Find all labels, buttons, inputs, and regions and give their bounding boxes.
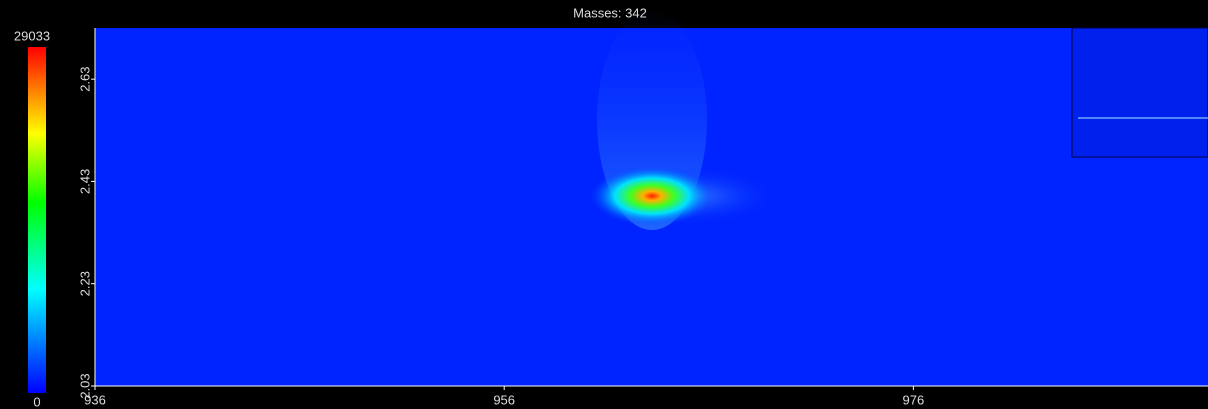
chart-title: Masses: 342 <box>573 5 647 20</box>
colorbar-max: 29033 <box>14 28 50 43</box>
colorbar <box>28 47 46 393</box>
x-tick-label: 936 <box>84 392 106 407</box>
inset <box>1071 27 1208 158</box>
x-tick-label: 956 <box>493 392 515 407</box>
x-tick-label: 976 <box>903 392 925 407</box>
peak <box>590 166 714 226</box>
y-tick-label: 2.23 <box>77 271 92 296</box>
colorbar-min: 0 <box>33 394 40 409</box>
y-tick-label: 2.03 <box>77 373 92 398</box>
y-tick-label: 2.63 <box>77 66 92 91</box>
y-tick-label: 2.43 <box>77 169 92 194</box>
